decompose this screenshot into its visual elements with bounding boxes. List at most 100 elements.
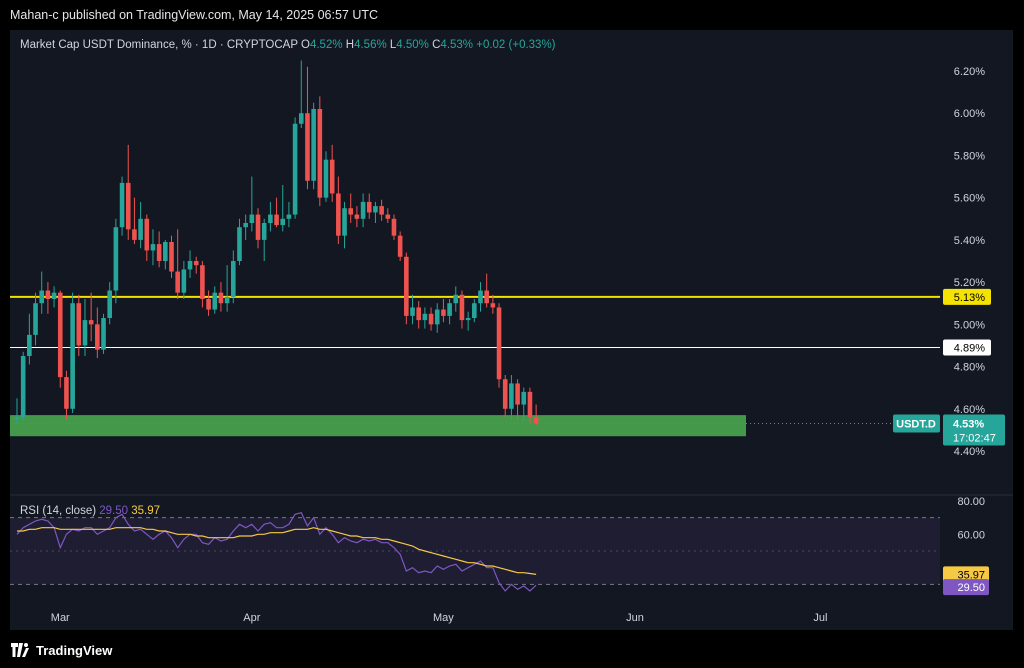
candle-body <box>336 193 341 235</box>
candle-body <box>293 124 298 215</box>
rsi-legend[interactable]: RSI (14, close) 29.50 35.97 <box>20 505 160 517</box>
time-tick-label: Apr <box>243 612 260 624</box>
candle <box>175 229 180 299</box>
candle <box>311 103 316 190</box>
candle-body <box>163 242 168 261</box>
candle <box>144 215 149 261</box>
candle-body <box>491 303 496 307</box>
candle-body <box>287 215 292 219</box>
candle-body <box>256 215 261 240</box>
candle-body <box>89 320 94 324</box>
candle-body <box>274 215 279 226</box>
candle <box>70 293 75 413</box>
candle <box>348 193 353 223</box>
candle-body <box>262 223 267 240</box>
candle-body <box>27 335 32 356</box>
candle-body <box>460 295 465 320</box>
candle <box>225 265 230 311</box>
candle-body <box>182 269 187 292</box>
rsi-pane <box>10 513 940 591</box>
change-value: +0.02 (+0.33%) <box>476 39 555 51</box>
candle-body <box>77 303 82 345</box>
candle <box>287 202 292 227</box>
candle <box>299 60 304 128</box>
candle-body <box>367 202 372 213</box>
candle <box>274 198 279 228</box>
rsi-title: RSI (14, close) <box>20 505 96 517</box>
candle <box>188 250 193 277</box>
candle <box>534 405 539 426</box>
candle-body <box>342 208 347 235</box>
candle <box>410 295 415 325</box>
candle <box>46 282 51 314</box>
candle <box>89 293 94 342</box>
time-tick-label: Jul <box>813 612 827 624</box>
candle <box>132 198 137 244</box>
candle <box>429 307 434 330</box>
rsi-tick-label: 60.00 <box>957 529 985 541</box>
candle <box>114 219 119 303</box>
rsi-value: 29.50 <box>99 505 128 517</box>
footer: TradingView <box>10 640 112 660</box>
candle <box>453 286 458 311</box>
candle-body <box>386 215 391 219</box>
candle-body <box>39 291 44 304</box>
candle-body <box>311 109 316 181</box>
candle <box>293 117 298 218</box>
candle <box>206 291 211 316</box>
candle-body <box>305 113 310 181</box>
candle <box>212 286 217 313</box>
candle-body <box>416 307 421 320</box>
candle-body <box>175 272 180 293</box>
candle-body <box>64 377 69 409</box>
candle <box>21 352 26 422</box>
candle <box>27 314 32 365</box>
candle-body <box>194 261 199 265</box>
candle <box>157 231 162 267</box>
candle-body <box>423 314 428 320</box>
candle <box>107 282 112 324</box>
price-tick-label: 5.60% <box>954 193 985 205</box>
candle-body <box>52 293 57 299</box>
candle <box>355 206 360 227</box>
candle <box>262 219 267 261</box>
candle <box>509 375 514 419</box>
candle-body <box>21 356 26 417</box>
candle <box>39 272 44 314</box>
candle-body <box>497 307 502 379</box>
candle <box>336 177 341 245</box>
candle <box>58 291 63 388</box>
candle-body <box>324 160 329 198</box>
candle-body <box>144 219 149 251</box>
candle-body <box>447 303 452 316</box>
candle-body <box>478 291 483 304</box>
candle-body <box>330 160 335 194</box>
candle-body <box>219 293 224 304</box>
current-price: 4.53% <box>953 419 984 431</box>
price-tick-label: 5.20% <box>954 277 985 289</box>
candle <box>460 291 465 329</box>
candle <box>280 185 285 231</box>
candle-body <box>379 206 384 214</box>
candle-body <box>528 392 533 417</box>
price-tick-label: 4.60% <box>954 404 985 416</box>
price-tick-label: 4.80% <box>954 362 985 374</box>
candle <box>243 215 248 240</box>
candle-body <box>188 261 193 269</box>
candle <box>484 274 489 308</box>
candle-body <box>268 215 273 223</box>
bar-countdown: 17:02:47 <box>953 433 996 445</box>
candle <box>163 240 168 270</box>
candle <box>398 231 403 261</box>
candle <box>169 236 174 278</box>
candle-body <box>318 109 323 198</box>
candle <box>441 299 446 322</box>
rsi-tick-label: 80.00 <box>957 496 985 508</box>
candle-body <box>453 295 458 303</box>
candle-body <box>169 242 174 272</box>
candle <box>416 301 421 328</box>
symbol-legend[interactable]: Market Cap USDT Dominance, % · 1D · CRYP… <box>20 39 556 51</box>
candle <box>324 151 329 202</box>
candle <box>200 261 205 307</box>
